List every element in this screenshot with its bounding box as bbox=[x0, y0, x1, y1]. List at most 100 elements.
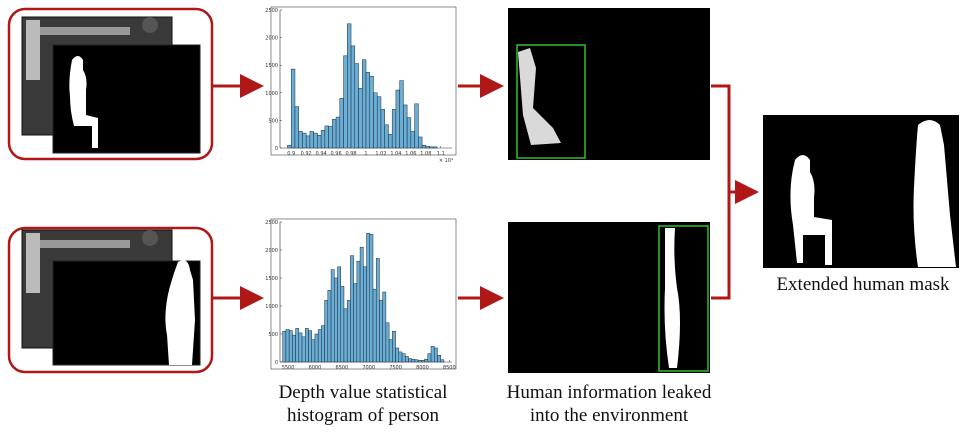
bar bbox=[321, 325, 325, 363]
bar bbox=[421, 144, 427, 149]
x-tick-label: 6000 bbox=[309, 365, 322, 371]
depth-detail bbox=[26, 233, 40, 293]
bar bbox=[388, 339, 393, 363]
bar bbox=[391, 109, 397, 149]
bar bbox=[317, 329, 322, 363]
bar bbox=[379, 300, 383, 363]
y-tick-label: 1500 bbox=[265, 276, 278, 282]
bar bbox=[440, 359, 445, 363]
bar bbox=[395, 89, 400, 149]
bar bbox=[302, 132, 307, 149]
x-tick-label: 1 bbox=[364, 151, 367, 157]
bar bbox=[363, 266, 367, 363]
bar bbox=[376, 96, 382, 149]
bar bbox=[369, 75, 374, 149]
bar bbox=[410, 131, 415, 149]
x-tick-label: 7500 bbox=[389, 365, 402, 371]
bar bbox=[433, 146, 438, 149]
bar bbox=[298, 332, 303, 363]
bar bbox=[305, 328, 309, 363]
bar bbox=[398, 351, 403, 363]
depth-detail bbox=[142, 230, 158, 246]
x-tick-label: 8000 bbox=[416, 365, 429, 371]
bar bbox=[399, 80, 404, 149]
y-tick-label: 1000 bbox=[265, 91, 278, 97]
person-silhouette bbox=[913, 120, 956, 267]
arrow-connector bbox=[711, 84, 731, 300]
bar bbox=[358, 88, 363, 149]
y-tick-label: 2500 bbox=[265, 8, 278, 14]
x-tick-label: 1.02 bbox=[375, 151, 386, 157]
bar bbox=[429, 146, 434, 149]
bar bbox=[401, 353, 406, 363]
depth-detail bbox=[40, 240, 130, 248]
bar bbox=[343, 308, 348, 363]
bar bbox=[290, 68, 296, 149]
bar bbox=[309, 131, 314, 149]
leak-box bbox=[516, 44, 586, 159]
input-frame bbox=[7, 7, 214, 161]
x-tick-label: 1.1 bbox=[437, 151, 445, 157]
bar bbox=[418, 136, 423, 149]
x-tick-label: 7000 bbox=[362, 365, 375, 371]
bar bbox=[288, 330, 293, 363]
bar bbox=[334, 277, 338, 363]
x-tick-label: 0.9 bbox=[287, 151, 295, 157]
bar bbox=[317, 135, 322, 149]
x-tick-label: 8500 bbox=[443, 365, 456, 371]
person-silhouette bbox=[69, 56, 98, 148]
bar bbox=[335, 116, 341, 149]
bar bbox=[324, 125, 329, 149]
x-tick-label: 1.04 bbox=[390, 151, 401, 157]
bar bbox=[287, 144, 292, 149]
bar bbox=[294, 106, 299, 149]
bar bbox=[388, 133, 393, 149]
bar bbox=[359, 246, 364, 363]
bar bbox=[362, 59, 367, 149]
x-tick-label: 0.94 bbox=[316, 151, 327, 157]
bar bbox=[330, 269, 335, 363]
x-multiplier: × 10⁴ bbox=[439, 158, 453, 164]
x-tick-label: 0.96 bbox=[331, 151, 342, 157]
y-tick-label: 500 bbox=[268, 332, 278, 338]
bar bbox=[353, 283, 358, 363]
bar bbox=[425, 146, 430, 149]
bar bbox=[365, 72, 370, 149]
bar bbox=[384, 124, 389, 149]
depth-detail bbox=[142, 17, 158, 33]
y-tick-label: 500 bbox=[268, 118, 278, 124]
bar bbox=[411, 358, 416, 363]
bar bbox=[295, 328, 300, 363]
y-tick-label: 0 bbox=[275, 146, 278, 152]
x-tick-label: 0.92 bbox=[301, 151, 312, 157]
bar bbox=[346, 300, 351, 363]
bar bbox=[313, 132, 318, 149]
leak-region bbox=[518, 48, 561, 145]
y-tick-label: 0 bbox=[275, 360, 278, 366]
caption: histogram of person bbox=[287, 405, 439, 426]
caption: Depth value statistical bbox=[279, 382, 448, 403]
x-tick-label: 0.98 bbox=[345, 151, 356, 157]
input-frame bbox=[7, 226, 214, 374]
bar bbox=[282, 330, 287, 363]
caption: into the environment bbox=[530, 405, 689, 426]
bar bbox=[392, 330, 396, 363]
bar bbox=[427, 353, 432, 363]
bar bbox=[408, 358, 412, 363]
bar bbox=[311, 339, 316, 363]
x-tick-label: 1.06 bbox=[405, 151, 416, 157]
bar bbox=[327, 290, 332, 363]
bar bbox=[375, 258, 380, 363]
bar bbox=[354, 63, 359, 149]
caption: Extended human mask bbox=[776, 274, 950, 295]
caption: Human information leaked bbox=[507, 382, 712, 403]
bar bbox=[403, 104, 408, 149]
bar bbox=[404, 356, 409, 363]
bar bbox=[301, 336, 306, 363]
x-tick-label: 1.08 bbox=[420, 151, 431, 157]
bar bbox=[339, 98, 344, 149]
y-tick-label: 1000 bbox=[265, 304, 278, 310]
y-tick-label: 2000 bbox=[265, 36, 278, 42]
